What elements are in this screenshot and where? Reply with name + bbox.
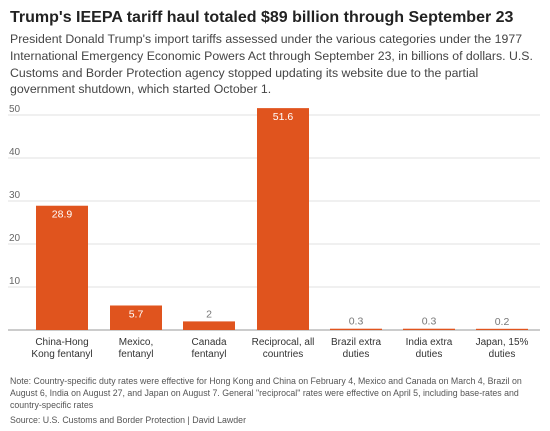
category-label: Mexico, fentanyl [118,337,153,360]
y-tick-label: 40 [9,147,21,158]
data-label: 2 [206,308,212,320]
bars: 28.9 5.7 2 51.6 0.3 0.3 0.2 [36,108,528,331]
data-label: 0.3 [349,316,364,328]
category-label: Reciprocal, all countries [252,337,315,360]
category-label: India extra duties [406,337,453,360]
chart-subtitle: President Donald Trump's import tariffs … [10,32,533,97]
bar [36,205,88,330]
y-tick-label: 20 [9,233,21,244]
bar-chart: 10 20 30 40 50 28.9 5.7 2 51.6 0.3 0.3 0.2 China-H… [8,104,540,360]
chart-title: Trump's IEEPA tariff haul totaled $89 bi… [10,9,514,26]
chart-source: Source: U.S. Customs and Border Protecti… [10,415,246,425]
data-label: 51.6 [273,111,294,123]
chart-note: Note: Country-specific duty rates were e… [10,376,522,410]
data-label: 5.7 [129,308,144,320]
bar [257,108,309,331]
data-label: 28.9 [52,209,73,221]
category-labels: China-Hong Kong fentanyl Mexico, fentanyl Ca… [31,337,528,360]
bar [183,321,235,330]
bar [403,328,455,330]
category-label: Brazil extra duties [331,337,381,360]
category-label: Canada fentanyl [191,337,226,360]
bar [476,328,528,330]
data-label: 0.3 [422,316,437,328]
category-label: Japan, 15% duties [476,337,529,360]
y-tick-label: 50 [9,104,21,115]
bar [330,328,382,330]
data-label: 0.2 [495,316,510,328]
y-tick-label: 30 [9,190,21,201]
y-tick-label: 10 [9,276,21,287]
bar [110,305,162,330]
category-label: China-Hong Kong fentanyl [31,337,92,360]
